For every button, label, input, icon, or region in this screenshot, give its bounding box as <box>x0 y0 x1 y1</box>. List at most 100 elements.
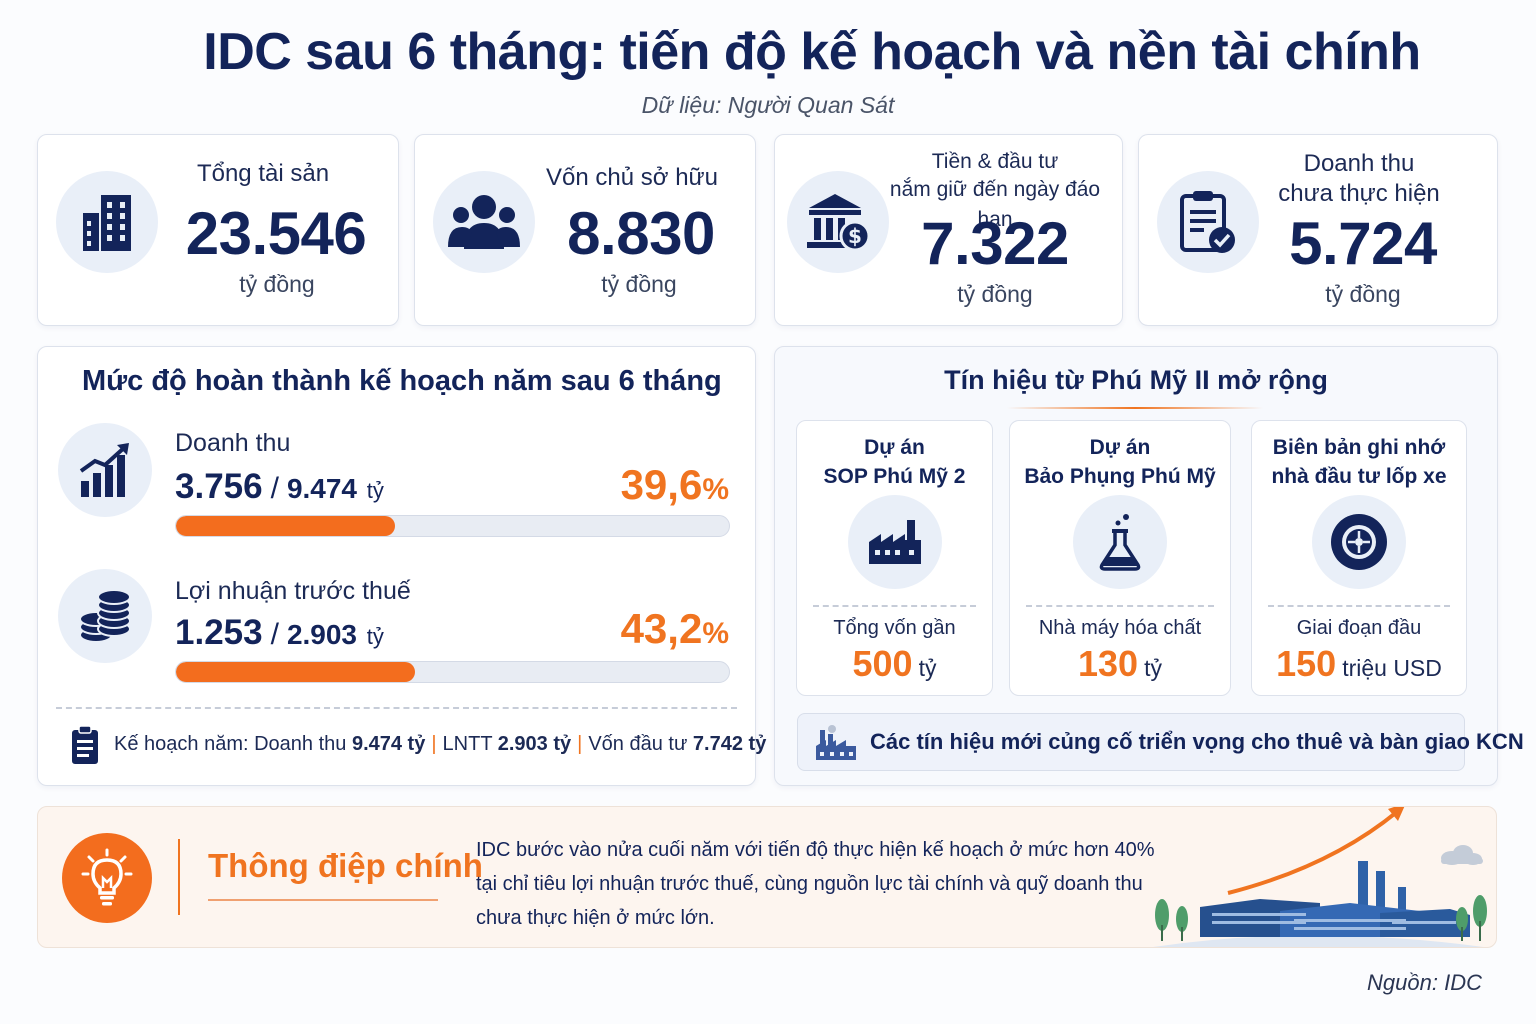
amount-value: 130 <box>1078 643 1139 684</box>
progress-fill <box>176 516 395 536</box>
plan-profit-value: 2.903 tỷ <box>497 733 572 755</box>
project-card: Biên bản ghi nhớ nhà đầu tư lốp xe Giai đ… <box>1251 420 1467 696</box>
project-title-line1: Biên bản ghi nhớ <box>1272 436 1446 459</box>
stat-card-equity: Vốn chủ sở hữu 8.830 tỷ đồng <box>414 134 756 326</box>
title-underline <box>208 899 438 901</box>
metric-slash: / <box>270 472 279 505</box>
metric-target: 2.903 <box>286 619 358 650</box>
metric-actual: 1.253 <box>175 613 263 652</box>
project-caption: Nhà máy hóa chất <box>1038 617 1202 639</box>
stat-value: 5.724 <box>1289 210 1437 277</box>
title-underline <box>1007 407 1263 409</box>
amount-unit: triệu USD <box>1342 655 1442 681</box>
stat-label: Tổng tài sản <box>196 160 330 187</box>
signal-banner: Các tín hiệu mới củng cố triển vọng cho … <box>797 713 1524 771</box>
stat-unit: tỷ đồng <box>1325 281 1401 307</box>
project-card: Dự án Bảo Phụng Phú Mỹ Nhà máy hóa chất 1… <box>1009 420 1231 696</box>
progress-fill <box>176 662 415 682</box>
stat-value: 8.830 <box>567 200 715 267</box>
amount-unit: tỷ <box>918 655 937 681</box>
amount-unit: tỷ <box>1144 655 1162 681</box>
stat-card-total-assets: Tổng tài sản 23.546 tỷ đồng <box>37 134 399 326</box>
coins-icon <box>58 569 152 663</box>
plan-invest-label: Vốn đầu tư <box>588 733 688 755</box>
section-title: Mức độ hoàn thành kế hoạch năm sau 6 thá… <box>82 365 722 397</box>
stat-card-cash-investments: $ Tiền & đầu tư nắm giữ đến ngày đáo hạn… <box>774 134 1123 326</box>
project-title-line2: Bảo Phụng Phú Mỹ <box>1024 465 1216 488</box>
vertical-divider <box>178 839 180 915</box>
divider <box>813 605 976 607</box>
metric-percent: 39,6% <box>621 461 729 509</box>
project-title-line1: Dự án <box>864 436 925 459</box>
plan-invest-value: 7.742 tỷ <box>692 733 767 755</box>
stat-unit: tỷ đồng <box>239 271 315 297</box>
project-amount: 500 tỷ <box>797 643 992 685</box>
project-title-line2: SOP Phú Mỹ 2 <box>823 465 966 488</box>
project-caption: Giai đoạn đầu <box>1296 617 1422 639</box>
svg-text:$: $ <box>848 224 862 248</box>
tire-icon <box>1312 495 1406 589</box>
divider <box>1026 605 1214 607</box>
source-note: Nguồn: IDC <box>1367 970 1482 995</box>
lightbulb-icon <box>62 833 152 923</box>
stat-label-line1: Doanh thu <box>1303 150 1415 177</box>
project-amount: 150 triệu USD <box>1252 643 1466 685</box>
page-subtitle: Dữ liệu: Người Quan Sát <box>641 92 895 118</box>
percent-sign: % <box>702 617 729 650</box>
industrial-park-icon <box>814 724 858 767</box>
growth-chart-icon <box>58 423 152 517</box>
document-icon <box>70 725 100 770</box>
key-message-card: Thông điệp chính IDC bước vào nửa cuối n… <box>37 806 1497 948</box>
project-title: Dự án SOP Phú Mỹ 2 <box>797 433 992 491</box>
plan-revenue-value: 9.474 tỷ <box>351 733 426 755</box>
metric-actual: 3.756 <box>175 467 263 506</box>
separator: | <box>577 733 583 755</box>
plan-revenue-label: Kế hoạch năm: Doanh thu <box>114 733 347 755</box>
key-message-body: IDC bước vào nửa cuối năm với tiến độ th… <box>476 839 1155 929</box>
metric-name: Doanh thu <box>175 429 291 457</box>
divider <box>1268 605 1450 607</box>
stat-label-line2: nắm giữ đến ngày đáo hạn <box>889 178 1101 231</box>
factory-icon <box>847 495 942 589</box>
separator: | <box>431 733 437 755</box>
bank-icon: $ <box>787 171 889 273</box>
project-title-line1: Dự án <box>1089 436 1151 459</box>
stat-label-line2: chưa thực hiện <box>1278 180 1440 207</box>
progress-bar <box>175 661 730 683</box>
percent-value: 43,2 <box>620 605 703 652</box>
progress-bar <box>175 515 730 537</box>
banner-text: Các tín hiệu mới củng cố triển vọng cho … <box>870 729 1524 754</box>
stat-value: 23.546 <box>185 200 367 267</box>
plan-completion-panel: Mức độ hoàn thành kế hoạch năm sau 6 thá… <box>37 346 766 786</box>
amount-value: 500 <box>852 643 913 684</box>
metric-value: 1.253/2.903 tỷ <box>175 613 384 653</box>
project-caption: Tổng vốn gần <box>833 617 956 639</box>
stat-unit: tỷ đồng <box>601 271 677 297</box>
project-amount: 130 tỷ <box>1010 643 1230 685</box>
key-message-title: Thông điệp chính <box>208 847 483 884</box>
metric-percent: 43,2% <box>621 605 729 653</box>
metric-slash: / <box>270 618 279 651</box>
stat-label: Vốn chủ sở hữu <box>546 164 718 191</box>
stat-unit: tỷ đồng <box>957 281 1033 307</box>
metric-value: 3.756/9.474 tỷ <box>175 467 384 507</box>
stat-card-unrealized-revenue: Doanh thu chưa thực hiện 5.724 tỷ đồng <box>1138 134 1498 326</box>
stat-label-line1: Tiền & đầu tư <box>931 150 1059 173</box>
stat-value: 7.322 <box>921 210 1069 277</box>
percent-value: 39,6 <box>620 461 703 508</box>
project-card: Dự án SOP Phú Mỹ 2 Tổng vốn gần 500 tỷ <box>796 420 993 696</box>
amount-value: 150 <box>1276 643 1337 684</box>
project-title-line2: nhà đầu tư lốp xe <box>1271 465 1447 488</box>
flask-icon <box>1073 495 1167 589</box>
building-icon <box>56 171 158 273</box>
clipboard-check-icon <box>1157 171 1259 273</box>
page-title: IDC sau 6 tháng: tiến độ kế hoạch và nền… <box>203 23 1421 81</box>
metric-name: Lợi nhuận trước thuế <box>175 577 411 605</box>
metric-unit: tỷ <box>366 478 384 503</box>
annual-plan-summary: Kế hoạch năm: Doanh thu 9.474 tỷ | LNTT 2.… <box>114 733 766 756</box>
metric-unit: tỷ <box>366 624 384 649</box>
metric-target: 9.474 <box>286 473 358 504</box>
divider <box>56 707 737 709</box>
percent-sign: % <box>702 473 729 506</box>
project-title: Biên bản ghi nhớ nhà đầu tư lốp xe <box>1252 433 1466 491</box>
